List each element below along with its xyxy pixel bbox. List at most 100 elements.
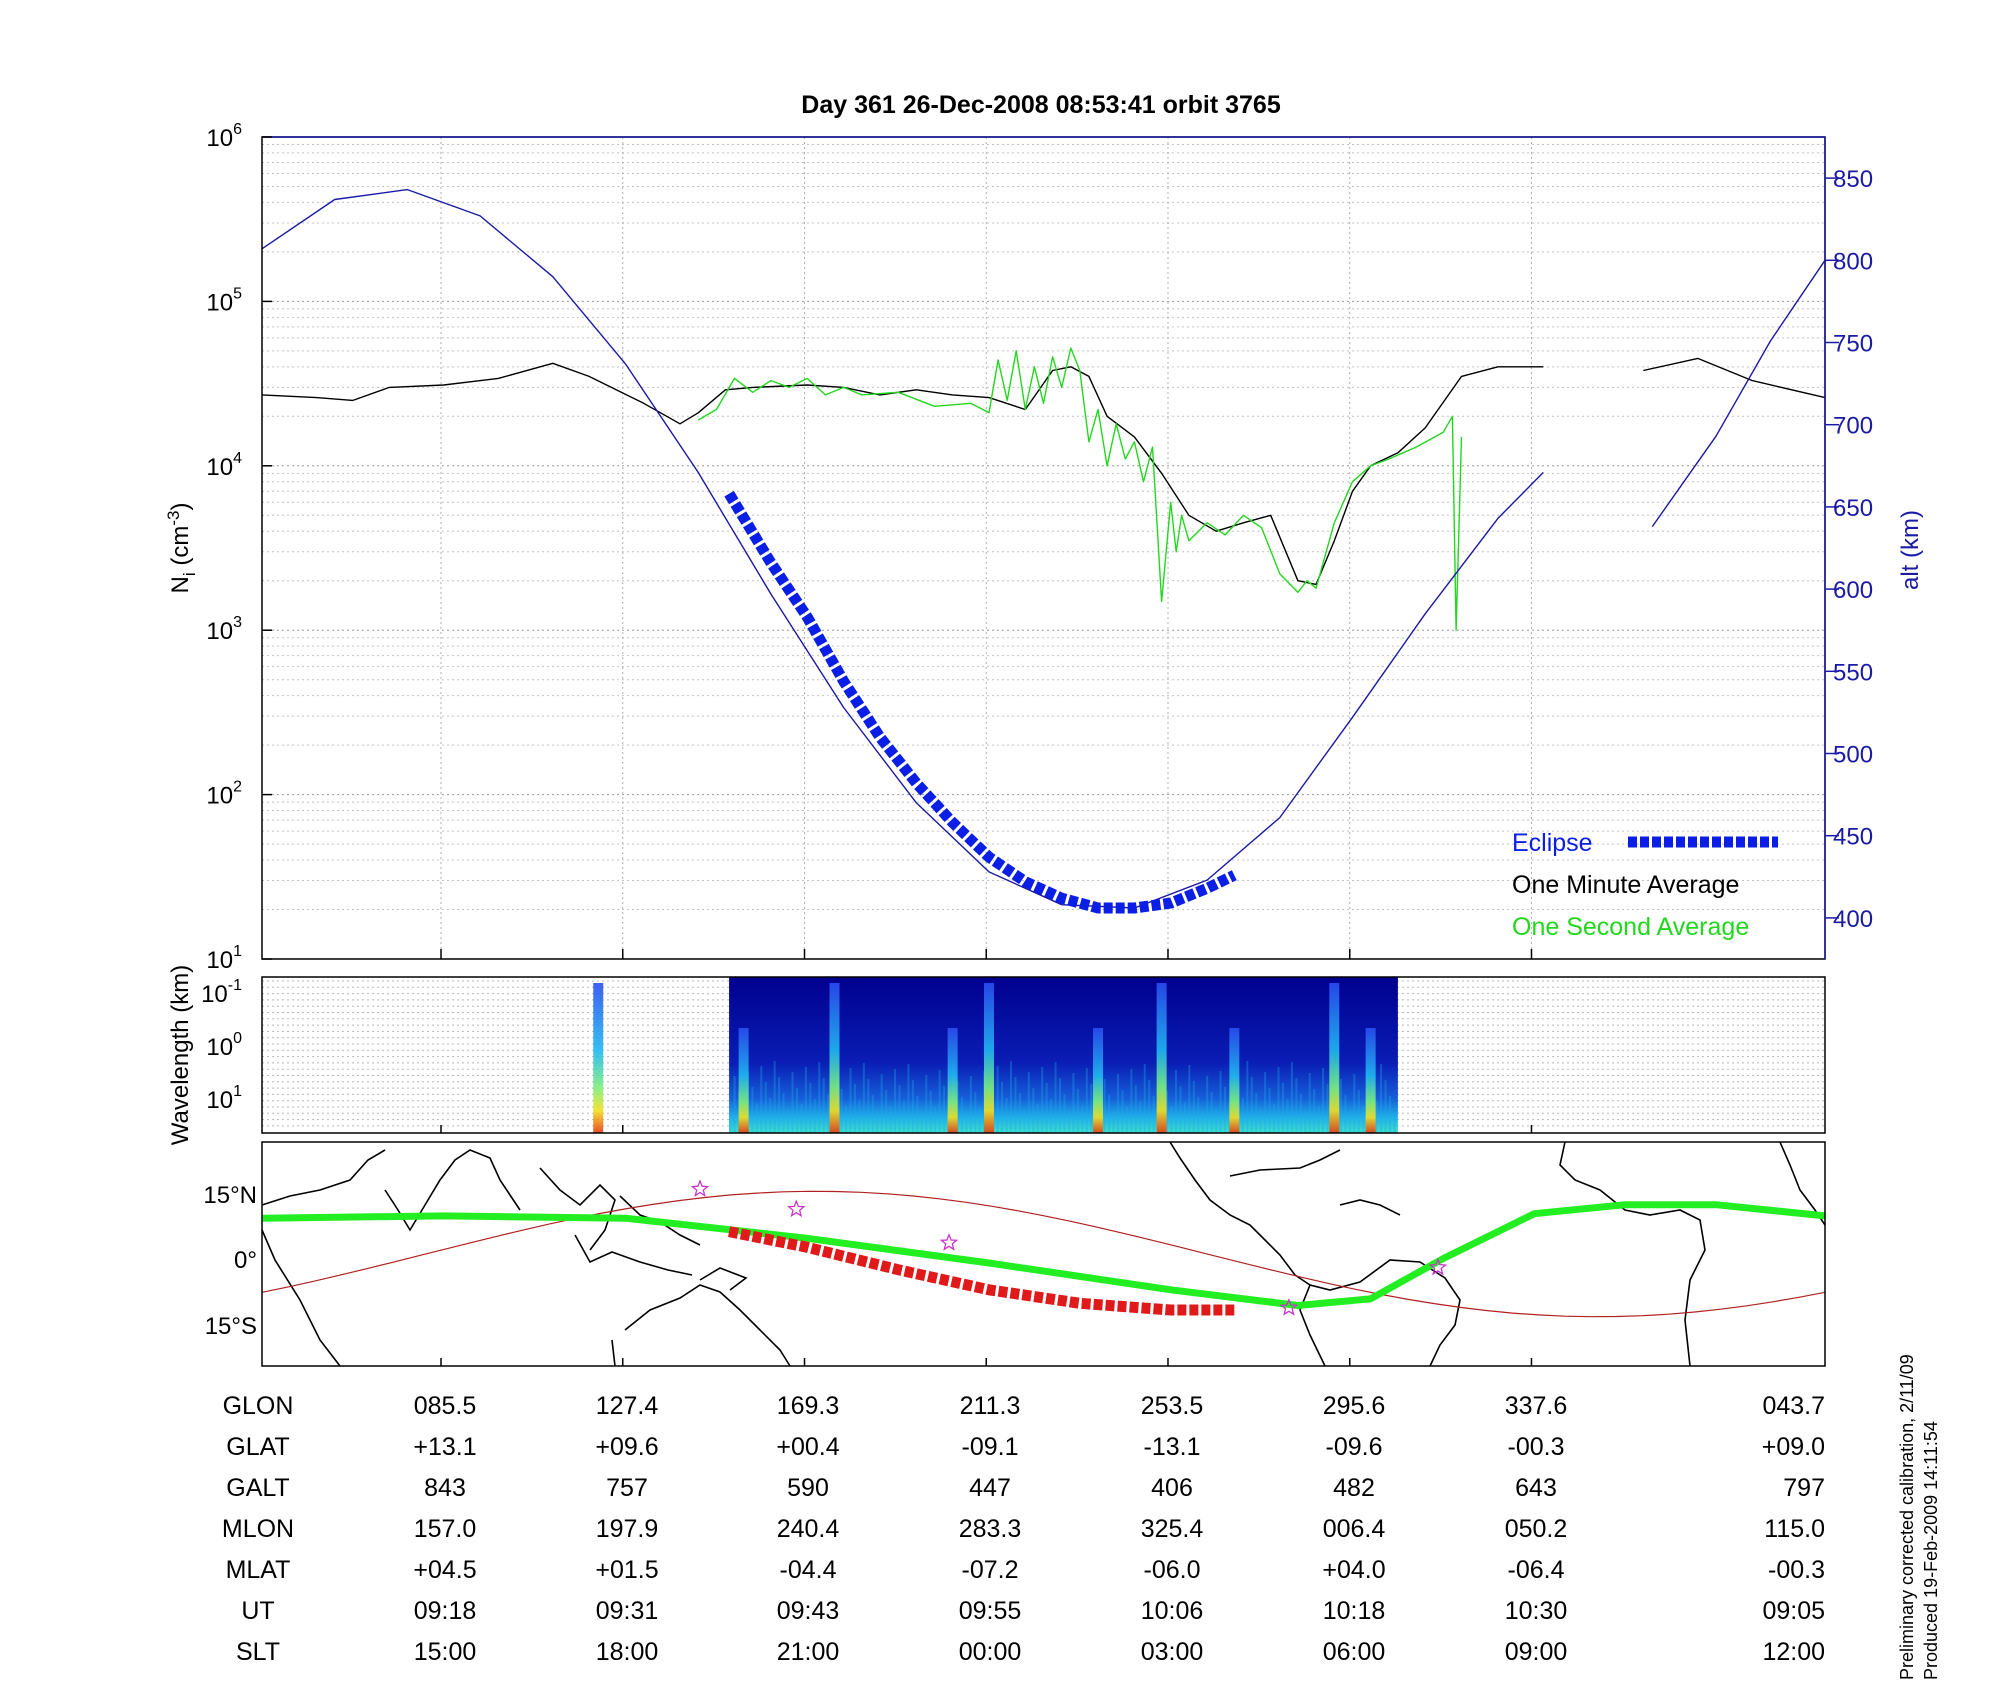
density-y-tick-base: 10 (206, 783, 233, 810)
spectrogram-streak (1032, 1088, 1035, 1133)
spectrogram-streak (858, 1100, 861, 1133)
spectrogram-streak (769, 1098, 772, 1133)
table-cell: 482 (1333, 1474, 1375, 1502)
spectrogram-streak (1166, 1091, 1169, 1133)
density-y-tick-exponent: 5 (233, 285, 242, 302)
density-y-tick-base: 10 (206, 618, 233, 645)
chart-title: Day 361 26-Dec-2008 08:53:41 orbit 3765 (801, 91, 1281, 119)
spectrogram-streak (916, 1096, 919, 1133)
table-cell: 00:00 (959, 1638, 1022, 1666)
altitude-tick-label: 550 (1833, 659, 1873, 686)
table-cell: 337.6 (1505, 1392, 1568, 1420)
coastline-africa-india (261, 1149, 521, 1367)
spectrogram-streak (1357, 1090, 1360, 1133)
spectrogram-streak (911, 1080, 914, 1133)
spectrogram-streak (907, 1064, 910, 1133)
table-cell: 06:00 (1323, 1638, 1386, 1666)
table-cell: 325.4 (1141, 1515, 1204, 1543)
table-cell: 18:00 (596, 1638, 659, 1666)
spectrogram-bright-band (829, 983, 840, 1133)
spectrogram-streak (876, 1111, 879, 1133)
spectrogram-streak (1375, 1101, 1378, 1133)
spectrogram-streak (1264, 1072, 1267, 1133)
table-cell: 169.3 (777, 1392, 840, 1420)
spectrogram-streak (867, 1079, 870, 1133)
ylabel-symbol: N (167, 576, 194, 593)
spectrogram-streak (1393, 1112, 1396, 1133)
spectrogram-streak (849, 1068, 852, 1133)
ground-track (261, 1201, 1826, 1309)
table-cell: +09.6 (595, 1433, 658, 1461)
altitude-series (261, 188, 1544, 909)
legend-entry-one-second-average: One Second Average (1512, 913, 1749, 941)
ylabel-unit-close: ) (167, 503, 194, 511)
legend-entry-eclipse: Eclipse (1512, 829, 1593, 857)
spectrogram-streak (1134, 1085, 1137, 1133)
spectrogram-streak (1197, 1097, 1200, 1133)
star-marker (939, 1233, 959, 1251)
table-cell: 590 (787, 1474, 829, 1502)
spectrogram-streak (920, 1112, 923, 1133)
spectrogram-streak (813, 1099, 816, 1133)
spectrogram-streak (974, 1092, 977, 1133)
altitude-tick-label: 450 (1833, 824, 1873, 851)
spectrogram-streak (773, 1061, 776, 1133)
spectrogram-streak (1348, 1111, 1351, 1133)
spectrogram-streak (1304, 1110, 1307, 1133)
spectrogram-streak (885, 1090, 888, 1133)
table-row-label: UT (241, 1597, 274, 1625)
spectrogram-streak (1179, 1086, 1182, 1133)
one-minute-average-series (1643, 357, 1826, 399)
table-cell: 447 (969, 1474, 1011, 1502)
spectrogram-streak (1339, 1079, 1342, 1133)
spectrogram-streak (1023, 1109, 1026, 1133)
spectrogram-streak (1121, 1090, 1124, 1133)
spectrogram-streak (1174, 1070, 1177, 1133)
altitude-tick-label: 800 (1833, 248, 1873, 275)
spectrogram-streak (733, 1076, 736, 1133)
spectrogram-y-tick-label: 10-1 (201, 977, 242, 1008)
spectrogram-streak (969, 1076, 972, 1133)
spectrogram-streak (978, 1108, 981, 1133)
table-row-label: GALT (226, 1474, 289, 1502)
spectrogram-image (729, 977, 1398, 1133)
spectrogram-bright-band (1093, 1028, 1104, 1133)
table-cell: 085.5 (414, 1392, 477, 1420)
spectrogram-streak (1050, 1099, 1053, 1133)
spectrogram-streak (1326, 1084, 1329, 1133)
table-cell: +09.0 (1762, 1433, 1825, 1461)
table-cell: 643 (1515, 1474, 1557, 1502)
spectrogram-streak (853, 1084, 856, 1133)
spectrogram-streak (1299, 1094, 1302, 1133)
table-row-label: GLAT (226, 1433, 289, 1461)
spectrogram-y-tick-base: 10 (201, 981, 228, 1008)
spectrogram-streak (1250, 1077, 1253, 1133)
density-y-tick-base: 10 (206, 125, 233, 152)
spectrogram-streak (800, 1104, 803, 1133)
spectrogram-streak (840, 1089, 843, 1133)
density-y-tick-label: 102 (206, 779, 242, 810)
spectrogram-streak (943, 1086, 946, 1133)
spectrogram-streak (760, 1066, 763, 1133)
spectrogram-streak (1353, 1074, 1356, 1133)
table-cell: -06.0 (1144, 1556, 1201, 1584)
table-cell: +04.0 (1322, 1556, 1385, 1584)
one-second-average-series (697, 347, 1463, 631)
table-cell: 115.0 (1764, 1515, 1825, 1543)
altitude-axis-label: alt (km) (1897, 510, 1924, 590)
spectrogram-streak (889, 1106, 892, 1133)
spectrogram-streak (894, 1069, 897, 1133)
table-cell: 006.4 (1323, 1515, 1386, 1543)
density-y-tick-label: 103 (206, 614, 242, 645)
spectrogram-streak (1295, 1078, 1298, 1133)
map-grid (440, 1358, 1533, 1366)
density-y-tick-exponent: 6 (233, 121, 242, 138)
spectrogram-streak (880, 1074, 883, 1133)
density-plot-area (262, 137, 1825, 959)
spectrogram-streak (1281, 1083, 1284, 1133)
spectrogram-streak (1148, 1080, 1151, 1133)
table-cell: 797 (1783, 1474, 1825, 1502)
ylabel-subscript: i (180, 572, 199, 576)
